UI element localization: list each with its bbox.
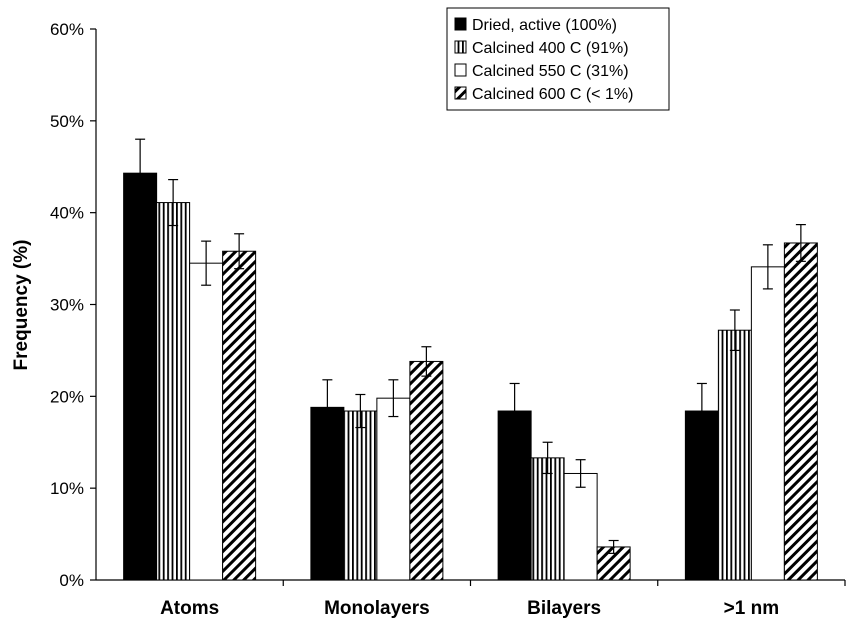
bar: [684, 410, 719, 581]
legend-label: Calcined 550 C (31%): [472, 63, 629, 80]
legend-label: Dried, active (100%): [472, 17, 617, 34]
bar: [409, 360, 444, 581]
bar: [376, 397, 411, 581]
x-tick-label: Monolayers: [324, 598, 430, 618]
bar: [189, 262, 224, 581]
y-tick-label: 10%: [50, 479, 84, 498]
y-tick-label: 50%: [50, 112, 84, 131]
y-tick-label: 20%: [50, 387, 84, 406]
legend-swatch: [454, 17, 467, 31]
bar: [750, 266, 785, 581]
bar: [530, 457, 565, 581]
legend-label: Calcined 600 C (< 1%): [472, 86, 633, 103]
x-tick-label: Bilayers: [527, 598, 601, 618]
legend: Dried, active (100%) Calcined 400 C (91%)…: [446, 7, 670, 111]
y-tick-label: 30%: [50, 296, 84, 315]
bar: [563, 472, 598, 581]
y-axis-title: Frequency (%): [11, 240, 32, 371]
x-tick-label: >1 nm: [724, 598, 779, 618]
bar: [783, 242, 818, 581]
bar: [497, 410, 532, 581]
legend-swatch: [454, 63, 467, 77]
x-tick-label: Atoms: [160, 598, 219, 618]
bar: [156, 202, 191, 581]
axis-labels: 0% 10% 20% 30% 40% 50% 60% Atoms Monolayers Bilay…: [50, 20, 779, 619]
y-tick-label: 40%: [50, 204, 84, 223]
bar: [717, 329, 752, 581]
bar: [343, 410, 378, 581]
bar: [222, 250, 257, 581]
legend-label: Calcined 400 C (91%): [472, 40, 629, 57]
legend-swatch: [454, 40, 467, 54]
bar: [123, 172, 158, 581]
legend-swatch: [454, 86, 467, 100]
y-tick-label: 0%: [59, 571, 84, 590]
bars: [123, 172, 818, 581]
y-tick-label: 60%: [50, 20, 84, 39]
error-bars: [135, 138, 806, 554]
legend-box: [446, 7, 670, 111]
